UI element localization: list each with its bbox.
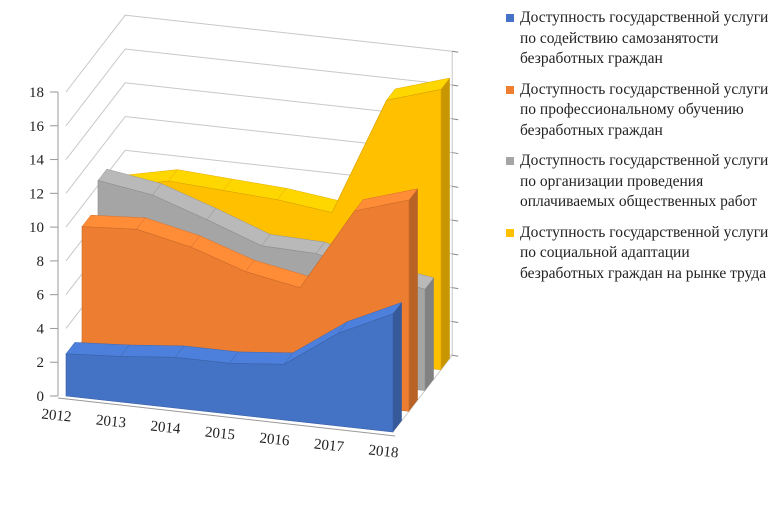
right-axis-tick xyxy=(452,253,459,256)
right-axis-tick xyxy=(452,84,459,87)
y-tick-label: 12 xyxy=(29,186,44,202)
y-tick-label: 0 xyxy=(37,389,45,405)
x-axis-line xyxy=(57,397,396,437)
legend-swatch xyxy=(506,228,514,237)
legend-swatch xyxy=(506,157,514,165)
y-tick-label: 10 xyxy=(29,220,44,236)
legend-item-vocational-training: Доступность государственной услуги по пр… xyxy=(506,80,776,142)
x-tick-label: 2012 xyxy=(41,406,73,425)
gridline xyxy=(65,14,453,93)
chart-series xyxy=(65,77,451,433)
right-axis-tick xyxy=(452,354,459,357)
legend-item-social-adaptation: Доступность государственной услуги по со… xyxy=(506,223,776,285)
gridline xyxy=(65,149,453,228)
right-axis-tick xyxy=(452,118,459,121)
series-end-cap xyxy=(425,277,434,391)
y-tick-label: 16 xyxy=(29,119,45,135)
legend-label: Доступность государственной услуги по ор… xyxy=(520,152,769,210)
series-end-cap xyxy=(393,302,402,432)
series-end-cap xyxy=(409,188,418,412)
right-axis-tick xyxy=(452,185,459,188)
gridline xyxy=(65,48,453,127)
right-axis-tick xyxy=(452,320,459,323)
series-end-cap xyxy=(441,78,450,370)
legend-label: Доступность государственной услуги по пр… xyxy=(520,80,769,139)
chart-legend: Доступность государственной услуги по со… xyxy=(506,8,776,294)
y-tick-label: 4 xyxy=(37,321,45,337)
y-tick-label: 6 xyxy=(37,288,45,304)
x-tick-label: 2017 xyxy=(313,436,345,455)
x-tick-label: 2014 xyxy=(150,418,182,437)
series-top-segment xyxy=(119,344,185,358)
legend-item-self-employment: Доступность государственной услуги по со… xyxy=(506,8,776,70)
series-front-face xyxy=(65,313,394,433)
area-chart-3d: 0 2 4 6 8 10 12 14 16 18 2012 2013 2014 2015 2016 2017 2… xyxy=(29,14,459,462)
right-axis-tick xyxy=(452,50,459,53)
y-tick-label: 18 xyxy=(29,85,44,101)
gridline xyxy=(65,116,453,194)
legend-swatch xyxy=(506,14,514,22)
x-tick-label: 2013 xyxy=(95,412,127,431)
series-area xyxy=(65,301,403,433)
y-tick-label: 14 xyxy=(29,153,45,169)
legend-label: Доступность государственной услуги по со… xyxy=(520,9,769,67)
x-tick-label: 2016 xyxy=(259,430,291,449)
legend-label: Доступность государственной услуги по со… xyxy=(520,223,769,282)
x-tick-label: 2015 xyxy=(204,424,236,443)
y-tick-label: 8 xyxy=(37,254,45,270)
series-top-segment xyxy=(228,351,294,365)
right-axis-tick xyxy=(452,152,459,155)
right-axis-tick xyxy=(452,287,459,290)
legend-item-public-works: Доступность государственной услуги по ор… xyxy=(506,151,776,213)
y-tick-label: 2 xyxy=(37,355,45,371)
legend-swatch xyxy=(506,85,514,94)
right-axis-tick xyxy=(452,219,459,222)
x-tick-label: 2018 xyxy=(368,442,400,461)
chart-axes: 0 2 4 6 8 10 12 14 16 18 2012 2013 2014 2015 2016 2017 2… xyxy=(29,85,399,462)
gridline xyxy=(65,82,453,160)
